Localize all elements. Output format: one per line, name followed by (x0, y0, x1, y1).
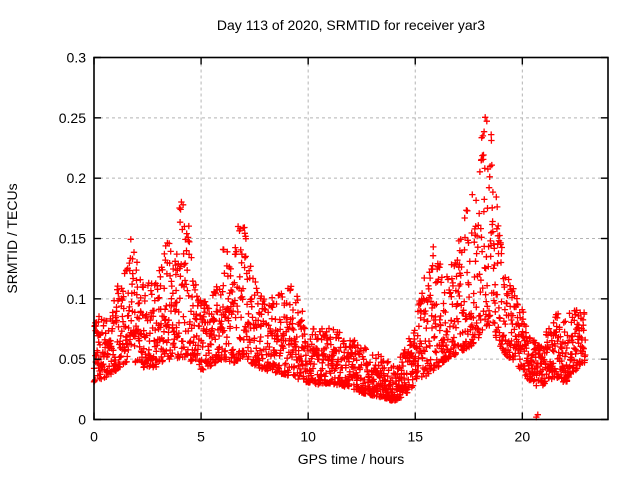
axis-ticks (93, 56, 608, 421)
x-tick-label: 0 (90, 429, 98, 445)
y-tick-label: 0.3 (67, 50, 87, 66)
y-tick-label: 0.1 (67, 291, 87, 307)
x-tick-label: 20 (515, 429, 531, 445)
x-axis-label: GPS time / hours (298, 451, 405, 467)
x-tick-label: 5 (197, 429, 205, 445)
data-point-markers (90, 114, 589, 421)
x-tick-label: 10 (300, 429, 316, 445)
y-tick-label: 0.25 (59, 110, 86, 126)
tick-labels: 0 5 10 15 20 0 0.05 0.1 0.15 0.2 0.25 0.3 (59, 50, 531, 445)
y-tick-label: 0 (78, 412, 86, 428)
y-tick-label: 0.05 (59, 351, 86, 367)
chart-title: Day 113 of 2020, SRMTID for receiver yar… (217, 17, 485, 33)
y-tick-label: 0.15 (59, 231, 86, 247)
scatter-points (90, 114, 589, 421)
y-tick-label: 0.2 (67, 170, 87, 186)
x-tick-label: 15 (407, 429, 423, 445)
y-axis-label: SRMTID / TECUs (4, 183, 20, 293)
